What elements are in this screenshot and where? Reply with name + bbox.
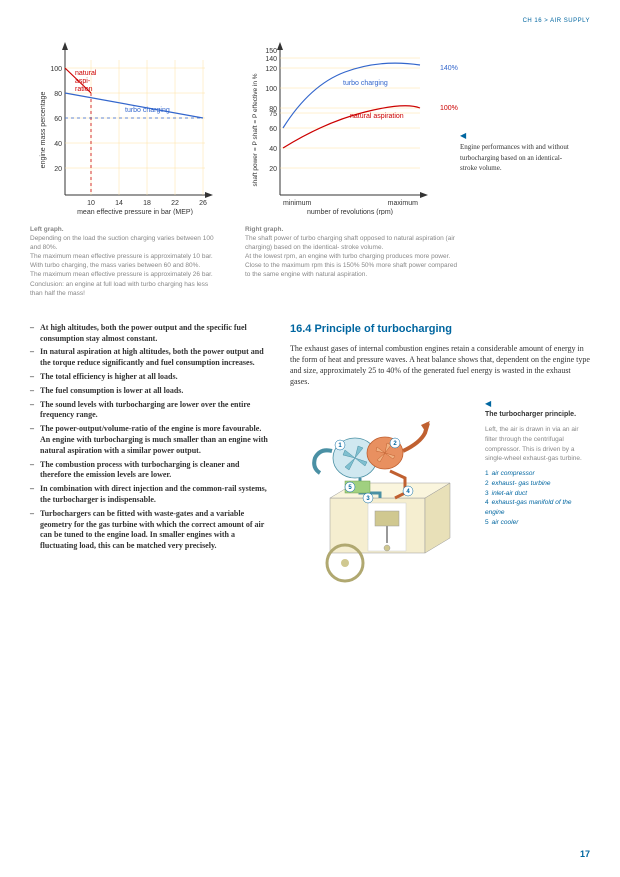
svg-text:14: 14 (115, 200, 123, 207)
svg-text:60: 60 (54, 116, 62, 123)
svg-text:mean effective pressure in bar: mean effective pressure in bar (MEP) (77, 209, 193, 215)
bullet-list: At high altitudes, both the power output… (30, 323, 270, 552)
svg-text:80: 80 (269, 106, 277, 113)
fig-item: 2exhaust- gas turbine (485, 479, 590, 489)
charts-row: 20 40 60 80 100 10 14 18 22 26 naturalas… (30, 40, 590, 215)
chart1-svg: 20 40 60 80 100 10 14 18 22 26 naturalas… (30, 40, 215, 215)
right-chart: 20 40 60 75 80 100 120 140 150 minimum m… (245, 40, 460, 215)
side-caption-text: Engine performances with and without tur… (460, 143, 569, 172)
svg-text:80: 80 (54, 91, 62, 98)
svg-text:turbo charging: turbo charging (125, 107, 170, 114)
svg-text:60: 60 (269, 126, 277, 133)
section-title: 16.4 Principle of turbocharging (290, 323, 590, 335)
figure-caption: ◀ The turbocharger principle. Left, the … (485, 398, 590, 528)
left-column: At high altitudes, both the power output… (30, 323, 270, 590)
svg-text:26: 26 (199, 200, 207, 207)
svg-text:150: 150 (265, 48, 277, 55)
fig-title: The turbocharger principle. (485, 410, 590, 421)
page-number: 17 (580, 849, 590, 859)
list-item: In combination with direct injection and… (30, 484, 270, 506)
fig-item: 3inlet-air duct (485, 489, 590, 499)
list-item: The fuel consumption is lower at all loa… (30, 386, 270, 397)
list-item: In natural aspiration at high altitudes,… (30, 347, 270, 369)
svg-text:140%: 140% (440, 65, 458, 72)
triangle-icon: ◀ (460, 131, 466, 140)
svg-text:minimum: minimum (283, 200, 312, 207)
svg-text:120: 120 (265, 66, 277, 73)
svg-text:10: 10 (87, 200, 95, 207)
right-caption-title: Right graph. (245, 226, 283, 233)
list-item: The combustion process with turbochargin… (30, 460, 270, 482)
svg-text:100%: 100% (440, 105, 458, 112)
captions-row: Left graph. Depending on the load the su… (30, 225, 590, 298)
fig-desc: Left, the air is drawn in via an air fil… (485, 425, 590, 464)
svg-text:40: 40 (269, 146, 277, 153)
svg-text:maximum: maximum (388, 200, 419, 207)
fig-list: 1air compressor 2exhaust- gas turbine 3i… (485, 469, 590, 528)
svg-text:18: 18 (143, 200, 151, 207)
list-item: The power-output/volume-ratio of the eng… (30, 424, 270, 456)
svg-text:shaft power = P shaft = P effe: shaft power = P shaft = P effective in % (252, 73, 259, 186)
left-caption: Left graph. Depending on the load the su… (30, 225, 215, 298)
svg-text:naturalaspi-ration: naturalaspi-ration (75, 70, 97, 93)
list-item: Turbochargers can be fitted with waste-g… (30, 509, 270, 552)
svg-text:20: 20 (54, 166, 62, 173)
main-content: At high altitudes, both the power output… (30, 323, 590, 590)
fig-item: 4exhaust-gas manifold of the engine (485, 498, 590, 518)
page-header: CH 16 > AIR SUPPLY (523, 18, 590, 24)
right-column: 16.4 Principle of turbocharging The exha… (290, 323, 590, 590)
side-caption: ◀ Engine performances with and without t… (460, 130, 575, 174)
triangle-icon: ◀ (485, 399, 491, 408)
svg-text:turbo charging: turbo charging (343, 80, 388, 87)
fig-item: 1air compressor (485, 469, 590, 479)
left-caption-title: Left graph. (30, 226, 64, 233)
list-item: The total efficiency is higher at all lo… (30, 372, 270, 383)
svg-text:number of revolutions (rpm): number of revolutions (rpm) (307, 209, 393, 215)
svg-text:22: 22 (171, 200, 179, 207)
svg-text:natural aspiration: natural aspiration (350, 113, 404, 120)
svg-text:engine mass percentage: engine mass percentage (40, 92, 47, 169)
list-item: At high altitudes, both the power output… (30, 323, 270, 345)
body-text: The exhaust gases of internal combustion… (290, 343, 590, 388)
svg-text:100: 100 (50, 66, 62, 73)
turbocharger-figure: 1 2 3 4 5 ◀ The turbocharger principle. … (290, 403, 590, 590)
svg-text:100: 100 (265, 86, 277, 93)
svg-text:40: 40 (54, 141, 62, 148)
svg-text:20: 20 (269, 166, 277, 173)
left-chart: 20 40 60 80 100 10 14 18 22 26 naturalas… (30, 40, 215, 215)
chart2-svg: 20 40 60 75 80 100 120 140 150 minimum m… (245, 40, 460, 215)
svg-text:140: 140 (265, 56, 277, 63)
right-caption: Right graph. The shaft power of turbo ch… (245, 225, 460, 298)
list-item: The sound levels with turbocharging are … (30, 400, 270, 422)
fig-item: 5air cooler (485, 518, 590, 528)
turbocharger-svg: 1 2 3 4 5 (290, 403, 475, 588)
